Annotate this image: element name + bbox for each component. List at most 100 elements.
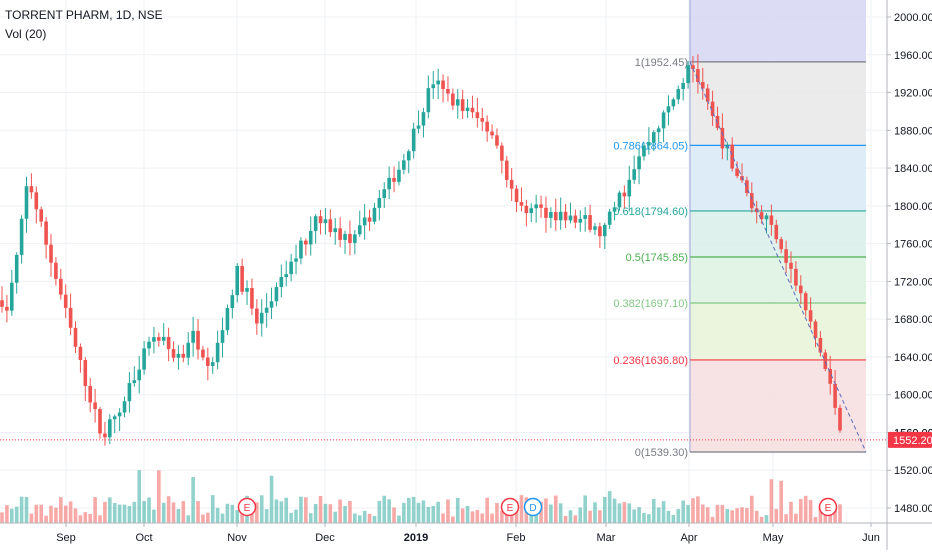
candle-body: [661, 112, 666, 129]
candle-body: [598, 226, 602, 237]
volume-bar: [157, 470, 161, 523]
candle-body: [828, 368, 832, 384]
volume-bar: [740, 507, 744, 523]
volume-bar: [215, 507, 220, 523]
candle-body: [470, 107, 475, 113]
volume-bar: [553, 495, 558, 523]
volume-bar: [666, 510, 671, 523]
price-tick-label: 1760.00: [894, 239, 932, 251]
candle-body: [362, 217, 367, 226]
candle-body: [696, 68, 700, 82]
volume-indicator-label[interactable]: Vol (20): [5, 27, 46, 41]
price-tick-label: 1640.00: [894, 352, 932, 364]
volume-bar: [240, 511, 244, 523]
volume-bar: [485, 497, 489, 523]
volume-bar: [774, 508, 779, 523]
candle-body: [103, 433, 107, 438]
time-tick-label: Dec: [315, 532, 335, 544]
volume-bar: [607, 491, 612, 523]
volume-bar: [161, 502, 166, 523]
volume-bar: [377, 500, 382, 523]
volume-bar: [284, 497, 289, 523]
candle-body: [24, 186, 29, 219]
candle-body: [392, 177, 396, 182]
candle-body: [475, 112, 480, 119]
volume-bar: [808, 500, 813, 523]
candle-body: [406, 151, 411, 161]
volume-bar: [798, 499, 803, 523]
candle-body: [651, 132, 656, 143]
candle-body: [720, 127, 725, 149]
volume-bar: [686, 504, 690, 523]
candle-body: [622, 192, 627, 197]
candle-body: [553, 212, 558, 221]
candle-body: [171, 349, 176, 358]
candle-body: [539, 204, 543, 208]
volume-bar: [441, 513, 445, 523]
candle-body: [534, 204, 538, 209]
volume-bar: [392, 507, 396, 523]
candle-body: [710, 101, 715, 116]
volume-bar: [833, 508, 837, 523]
volume-bar: [73, 508, 78, 523]
volume-bar: [357, 515, 362, 523]
candle-body: [10, 282, 14, 311]
volume-bar: [29, 513, 34, 523]
price-axis[interactable]: 1480.001520.001560.001600.001640.001680.…: [886, 0, 932, 550]
candle-body: [289, 261, 293, 275]
fib-trendline[interactable]: [689, 61, 867, 453]
candle-body: [509, 179, 514, 189]
candle-body: [54, 262, 58, 279]
event-marker-label: E: [507, 503, 514, 514]
candle-body: [372, 207, 377, 222]
candle-body: [387, 177, 391, 190]
candle-body: [353, 234, 357, 243]
volume-bar: [279, 501, 284, 523]
fib-zone: [690, 0, 866, 62]
volume-bar: [294, 509, 298, 523]
candle-body: [377, 198, 382, 208]
volume-bar: [387, 499, 391, 523]
volume-bar: [573, 515, 578, 523]
candle-body: [784, 249, 788, 263]
volume-bar: [44, 515, 48, 523]
fibonacci-retracement[interactable]: 1(1952.45) 0.786(1864.05) 0.618(1794.60) 0.…: [613, 0, 866, 459]
price-tick-label: 1720.00: [894, 276, 932, 288]
volume-bar: [789, 501, 793, 523]
volume-bar: [103, 501, 107, 523]
time-tick-label: Feb: [507, 532, 526, 544]
candle-body: [460, 99, 465, 112]
volume-bar: [725, 509, 730, 523]
volume-bar: [308, 513, 313, 523]
candle-body: [181, 353, 186, 358]
candle-body: [794, 268, 798, 286]
volume-bar: [166, 496, 171, 523]
candle-body: [112, 416, 117, 420]
volume-bar: [49, 505, 53, 523]
candle-body: [612, 207, 617, 212]
candle-body: [774, 224, 779, 240]
candle-body: [730, 144, 734, 169]
candle-body: [206, 357, 210, 366]
candle-body: [637, 156, 641, 170]
time-tick-label: Sep: [56, 532, 76, 544]
candle-body: [367, 217, 372, 222]
candle-body: [798, 285, 803, 294]
candle-body: [681, 83, 685, 90]
candle-body: [152, 337, 156, 342]
volume-bar: [411, 497, 416, 523]
candle-body: [78, 346, 83, 360]
volume-bar: [563, 515, 568, 523]
candle-body: [44, 221, 48, 245]
candle-body: [514, 188, 519, 203]
volume-bar: [642, 512, 646, 523]
event-marker: [237, 497, 257, 517]
volume-bars: [0, 470, 842, 523]
price-tick-label: 1520.00: [894, 465, 932, 477]
volume-bar: [117, 504, 122, 523]
time-axis[interactable]: Sep Oct Nov Dec 2019 Feb Mar Apr May Jun: [0, 522, 932, 544]
candle-body: [686, 65, 690, 84]
